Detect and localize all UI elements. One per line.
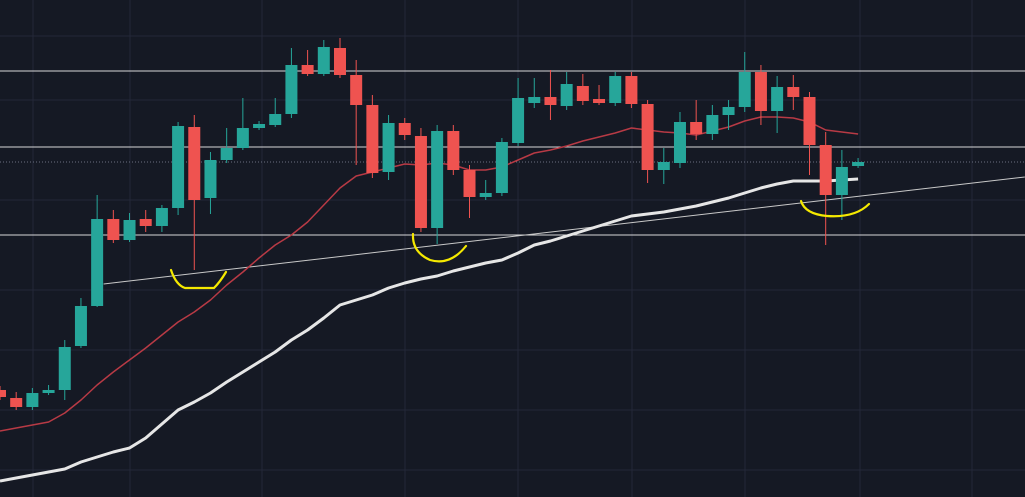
candle-body	[512, 98, 525, 143]
trendline	[103, 176, 1025, 285]
candle-body	[576, 86, 589, 101]
candle-body	[657, 162, 670, 170]
candle-body	[139, 219, 152, 226]
candle-body	[107, 219, 120, 240]
candle-body	[172, 126, 185, 208]
moving-average	[0, 177, 859, 483]
candle-body	[706, 115, 719, 134]
candle-body	[625, 76, 638, 104]
candle-body	[673, 122, 686, 163]
candle-body	[188, 127, 201, 200]
candle-body	[317, 47, 330, 74]
candle-body	[771, 87, 784, 111]
candle-body	[803, 97, 816, 145]
candle-body	[754, 72, 767, 111]
candle-body	[382, 123, 395, 172]
candle-body	[155, 208, 168, 226]
hand-mark	[169, 268, 228, 290]
candle-body	[819, 145, 832, 195]
candle-body	[593, 99, 606, 103]
candle-body	[528, 97, 541, 103]
candle-body	[398, 123, 411, 135]
candle-body	[204, 160, 217, 198]
candle-body	[835, 167, 848, 195]
candle-body	[26, 393, 39, 407]
candle-body	[10, 398, 23, 407]
candle-body	[544, 97, 557, 105]
candle-body	[301, 65, 314, 74]
candle-body	[91, 219, 104, 306]
candle-body	[690, 122, 703, 134]
candle-body	[333, 48, 346, 75]
candle-body	[447, 131, 460, 170]
hand-mark	[799, 199, 871, 218]
candle-body	[852, 162, 865, 166]
candle-body	[495, 142, 508, 193]
candle-body	[123, 220, 136, 240]
candle-body	[609, 76, 622, 103]
candle-body	[479, 193, 492, 197]
candle-body	[0, 390, 6, 397]
candle-body	[74, 306, 87, 346]
candle-body	[431, 131, 444, 228]
plot	[0, 38, 1025, 483]
annotations	[169, 199, 871, 290]
candle-body	[236, 128, 249, 148]
candle-body	[253, 124, 266, 128]
candle-body	[58, 347, 71, 390]
candle-body	[269, 114, 282, 125]
hand-mark	[411, 232, 468, 263]
candle-body	[350, 75, 363, 105]
candle-body	[722, 107, 735, 115]
candle-body	[641, 104, 654, 170]
candle-body	[738, 72, 751, 107]
candle-body	[787, 87, 800, 97]
candle-body	[42, 390, 55, 393]
candle-body	[366, 105, 379, 173]
candle-body	[463, 170, 476, 197]
candle-body	[414, 136, 427, 228]
candle-body	[285, 65, 298, 114]
candle-body	[560, 84, 573, 106]
candle-body	[220, 148, 233, 160]
